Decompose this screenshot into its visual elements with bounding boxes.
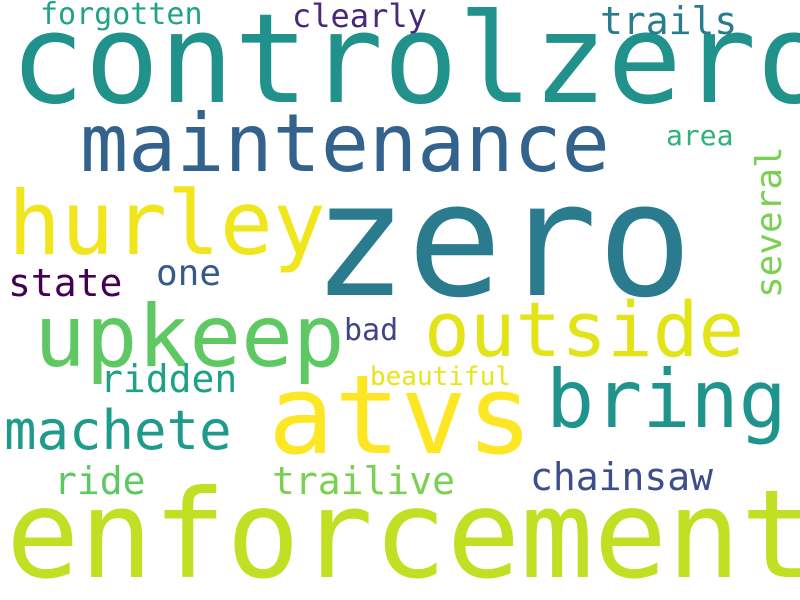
word-controlzero: controlzero bbox=[10, 0, 800, 132]
word-maintenance: maintenance bbox=[80, 97, 610, 190]
word-atvs: atvs bbox=[268, 351, 533, 479]
word-machete: machete bbox=[4, 399, 232, 462]
word-zero: zero bbox=[312, 149, 693, 333]
word-beautiful: beautiful bbox=[370, 362, 511, 392]
word-trailive: trailive bbox=[272, 459, 456, 503]
word-ridden: ridden bbox=[100, 357, 238, 401]
word-enforcement: enforcement bbox=[6, 464, 800, 600]
word-state: state bbox=[8, 261, 123, 305]
word-forgotten: forgotten bbox=[40, 0, 203, 32]
word-bad: bad bbox=[344, 313, 399, 348]
word-trails: trails bbox=[600, 0, 738, 43]
word-several: several bbox=[749, 146, 790, 298]
word-ride: ride bbox=[54, 459, 146, 503]
word-one: one bbox=[156, 253, 222, 294]
word-hurley: hurley bbox=[8, 172, 326, 275]
word-upkeep: upkeep bbox=[34, 287, 345, 387]
word-clearly: clearly bbox=[292, 0, 427, 35]
word-outside: outside bbox=[424, 285, 745, 374]
word-chainsaw: chainsaw bbox=[530, 455, 714, 499]
word-bring: bring bbox=[546, 353, 787, 446]
word-area: area bbox=[666, 119, 734, 152]
